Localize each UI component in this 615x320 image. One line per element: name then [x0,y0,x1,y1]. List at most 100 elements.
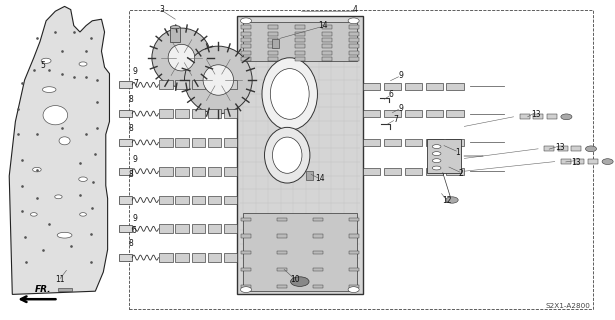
Bar [208,167,221,176]
Bar [241,44,251,48]
Bar [241,251,251,254]
Bar [295,44,305,48]
Bar [426,110,443,117]
Bar [175,167,189,176]
Text: 8: 8 [129,95,133,104]
Bar [547,114,557,119]
Bar [426,139,443,146]
Bar [159,253,173,262]
Bar [349,57,359,61]
Bar [277,285,287,288]
Ellipse shape [432,166,441,170]
Text: 9: 9 [133,67,138,76]
Ellipse shape [264,127,310,183]
Bar [119,139,132,146]
Bar [159,196,173,204]
Ellipse shape [43,106,68,125]
Bar [574,159,584,164]
Ellipse shape [33,167,41,172]
Ellipse shape [79,177,87,181]
Bar [384,110,401,117]
Bar [268,57,278,61]
Bar [241,268,251,271]
Ellipse shape [59,137,70,145]
Bar [277,235,287,238]
Bar [544,146,554,151]
Bar [446,83,464,90]
Bar [349,268,359,271]
Circle shape [585,146,597,152]
Bar [349,218,359,221]
Bar [241,51,251,55]
Bar [192,196,205,204]
Bar [241,218,251,221]
Polygon shape [9,6,109,294]
Bar [405,139,422,146]
Text: 11: 11 [55,275,65,284]
Bar [268,44,278,48]
Circle shape [240,18,252,24]
Text: 9: 9 [133,155,138,164]
Bar [175,253,189,262]
Bar [349,25,359,29]
Text: 6: 6 [132,226,137,235]
Bar [159,80,173,89]
Text: FR.: FR. [35,285,51,294]
Bar [363,83,380,90]
Bar [119,81,132,88]
Text: S2X1-A2800: S2X1-A2800 [546,303,590,309]
Bar [119,254,132,261]
Bar [192,80,205,89]
Circle shape [290,277,309,286]
Text: 6: 6 [388,90,393,99]
Bar [224,138,237,147]
Bar [322,32,331,36]
Ellipse shape [184,46,252,114]
Bar [405,83,422,90]
Circle shape [348,18,359,24]
Text: 4: 4 [353,5,358,14]
Ellipse shape [432,159,441,163]
Text: 7: 7 [133,79,138,88]
Text: 12: 12 [442,196,452,205]
Ellipse shape [271,68,309,119]
Bar [349,51,359,55]
Bar [241,25,251,29]
Ellipse shape [168,44,195,71]
Bar [241,32,251,36]
Bar [306,171,313,180]
Bar [192,109,205,118]
Bar [446,110,464,117]
Bar [192,253,205,262]
Circle shape [348,287,359,292]
Bar [119,196,132,204]
Bar [313,251,323,254]
Text: 14: 14 [318,21,328,30]
Bar [224,224,237,233]
Circle shape [446,197,458,203]
Bar [295,32,305,36]
Bar [224,109,237,118]
Bar [363,110,380,117]
Bar [208,109,221,118]
Bar [58,288,72,291]
Text: 9: 9 [133,214,138,223]
Bar [159,138,173,147]
Text: 13: 13 [531,110,541,119]
Text: 9: 9 [399,104,403,113]
Text: 8: 8 [129,170,133,179]
Bar [237,16,363,294]
Ellipse shape [203,65,234,95]
Bar [322,38,331,42]
Bar [268,51,278,55]
Bar [427,139,461,173]
Bar [159,224,173,233]
Bar [313,218,323,221]
Text: 1: 1 [455,148,460,157]
Text: 13: 13 [571,158,581,167]
Bar [349,38,359,42]
Text: 8: 8 [129,239,133,248]
Ellipse shape [57,232,72,238]
Bar [241,285,251,288]
Text: 7: 7 [394,115,399,124]
